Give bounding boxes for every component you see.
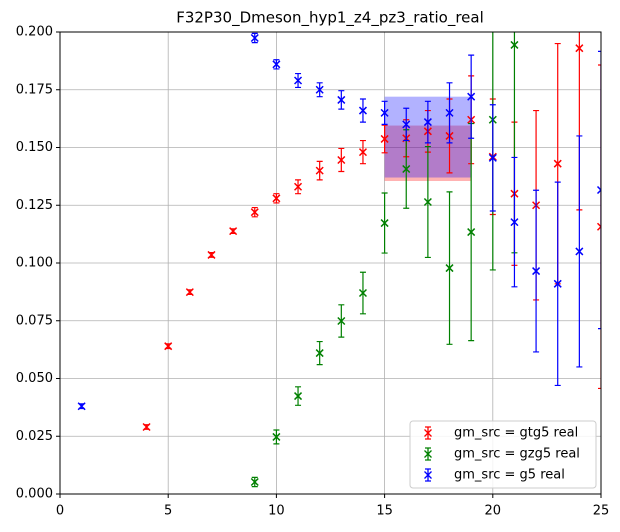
marker <box>532 267 541 276</box>
marker <box>229 227 238 236</box>
y-tick-label: 0.150 <box>16 140 53 155</box>
marker <box>575 44 584 53</box>
marker <box>294 182 303 191</box>
marker <box>142 422 151 432</box>
y-tick-label: 0.000 <box>16 487 53 502</box>
marker <box>315 166 324 175</box>
marker <box>510 218 519 227</box>
marker <box>337 155 346 165</box>
marker <box>596 185 601 195</box>
marker <box>553 159 562 168</box>
marker <box>467 92 476 101</box>
marker <box>185 288 194 297</box>
marker <box>294 392 303 401</box>
marker <box>380 108 389 117</box>
marker <box>423 118 432 127</box>
marker <box>207 250 216 259</box>
y-tick-label: 0.075 <box>16 313 53 328</box>
marker <box>553 279 562 288</box>
marker <box>596 222 601 231</box>
marker <box>402 164 411 174</box>
plot-area <box>77 32 601 488</box>
x-tick-label: 5 <box>164 504 172 519</box>
marker <box>250 33 259 43</box>
y-tick-label: 0.050 <box>16 371 53 386</box>
marker <box>272 194 281 203</box>
marker <box>575 247 584 256</box>
error-bar <box>598 64 601 390</box>
y-tick-label: 0.125 <box>16 198 53 213</box>
marker <box>445 264 454 273</box>
marker <box>510 40 519 49</box>
legend-label: gm_src = gtg5 real <box>454 426 578 441</box>
marker <box>380 219 389 228</box>
marker <box>358 106 367 115</box>
marker <box>77 402 86 411</box>
error-bar <box>598 50 601 330</box>
legend-label: gm_src = g5 real <box>454 468 565 483</box>
marker <box>250 477 259 487</box>
chart-title: F32P30_Dmeson_hyp1_z4_pz3_ratio_real <box>176 9 484 28</box>
marker <box>315 349 324 358</box>
x-tick-label: 0 <box>56 504 64 519</box>
y-tick-label: 0.200 <box>16 25 53 40</box>
x-tick-label: 15 <box>376 504 393 519</box>
marker <box>423 197 432 207</box>
y-tick-label: 0.025 <box>16 429 53 444</box>
marker <box>294 76 303 85</box>
marker <box>315 85 324 94</box>
y-tick-label: 0.100 <box>16 256 53 271</box>
marker <box>358 148 367 157</box>
legend: gm_src = gtg5 real gm_src = gzg5 real gm_s… <box>409 420 597 489</box>
marker <box>164 342 173 351</box>
marker <box>402 120 411 129</box>
marker <box>250 208 259 217</box>
marker <box>358 288 367 298</box>
x-tick-label: 10 <box>268 504 285 519</box>
legend-swatch <box>424 447 432 461</box>
legend-box <box>409 420 597 489</box>
marker <box>380 134 389 143</box>
marker <box>445 108 454 117</box>
marker <box>337 316 346 326</box>
legend-swatch <box>424 468 432 482</box>
marker <box>488 153 497 162</box>
marker <box>272 432 281 441</box>
x-tick-label: 25 <box>593 504 610 519</box>
marker <box>272 60 281 69</box>
legend-label: gm_src = gzg5 real <box>454 447 580 462</box>
legend-swatch <box>424 426 432 440</box>
marker <box>467 228 476 237</box>
x-tick-label: 20 <box>485 504 502 519</box>
axes: 0 5 10 15 20 25 0.000 0.025 0.050 0.075 0.100 0.125… <box>16 25 609 519</box>
marker <box>337 95 346 104</box>
y-tick-label: 0.175 <box>16 82 53 97</box>
